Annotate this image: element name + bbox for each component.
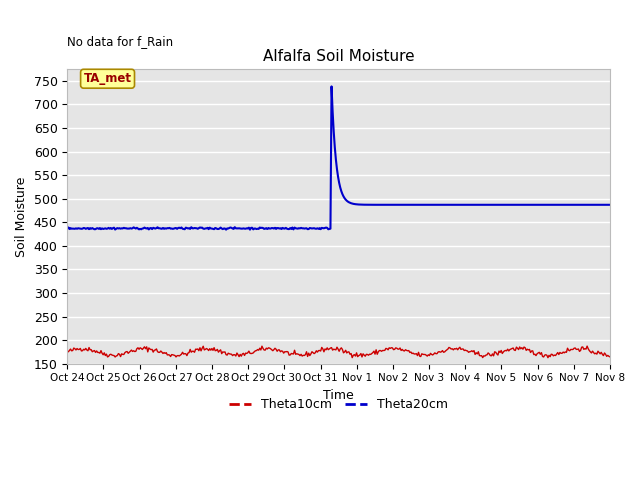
Text: TA_met: TA_met (84, 72, 132, 85)
Legend: Theta10cm, Theta20cm: Theta10cm, Theta20cm (224, 394, 453, 417)
X-axis label: Time: Time (323, 389, 354, 402)
Text: No data for f_Rain: No data for f_Rain (67, 36, 173, 48)
Title: Alfalfa Soil Moisture: Alfalfa Soil Moisture (263, 48, 415, 64)
Y-axis label: Soil Moisture: Soil Moisture (15, 176, 28, 256)
